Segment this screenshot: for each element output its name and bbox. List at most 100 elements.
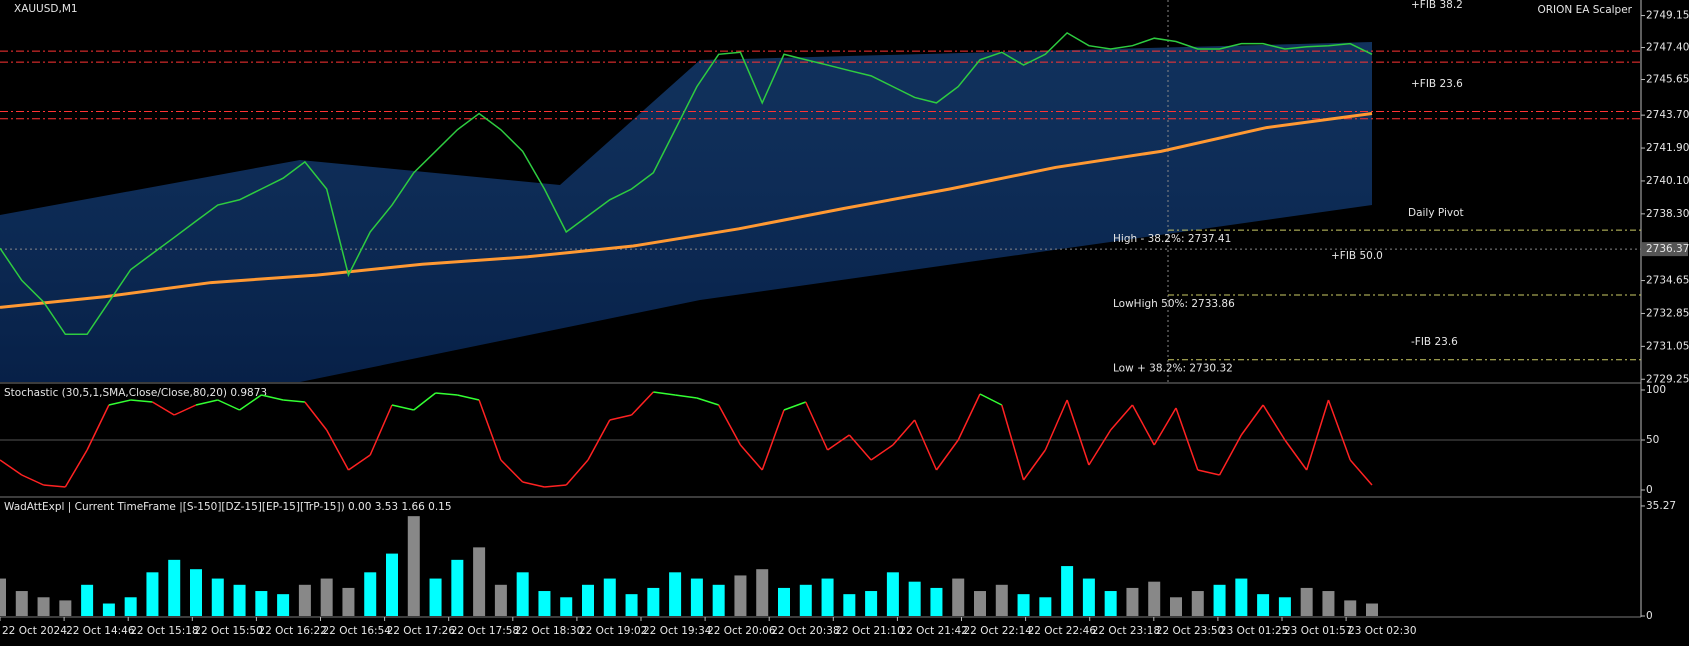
stochastic-segment (478, 399, 502, 461)
stochastic-segment (1001, 404, 1025, 481)
stochastic-segment (1197, 469, 1220, 476)
fib-annotation: +FIB 50.0 (1331, 250, 1383, 262)
stochastic-segment (870, 444, 894, 461)
stochastic-segment (848, 434, 872, 461)
wad-bar (1213, 584, 1226, 616)
wad-bar (233, 584, 246, 616)
wad-bar (1322, 591, 1335, 616)
y-tick-label: 2741.90 (1646, 142, 1689, 154)
wad-bar (603, 578, 616, 616)
stochastic-segment (21, 474, 44, 486)
wad-bar (277, 594, 290, 616)
wad-bar (1344, 600, 1357, 616)
stochastic-segment (631, 391, 654, 416)
fib-label: Low + 38.2%: 2730.32 (1113, 363, 1233, 375)
x-tick-label: 22 Oct 17:58 (451, 625, 519, 637)
wad-bar (669, 572, 682, 616)
wad-bar (473, 547, 486, 616)
x-tick-label: 22 Oct 22:14 (964, 625, 1033, 637)
wad-bar (538, 591, 551, 616)
stochastic-segment (544, 484, 567, 488)
wad-bar (407, 516, 420, 616)
wad-bar (59, 600, 72, 616)
stochastic-segment (718, 404, 742, 446)
wad-bar (146, 572, 159, 616)
stochastic-segment (979, 393, 1003, 406)
fib-annotation: -FIB 23.6 (1411, 336, 1458, 348)
wad-bar (168, 559, 181, 616)
fib-label: High - 38.2%: 2737.41 (1113, 233, 1231, 245)
stochastic-segment (391, 404, 414, 411)
wad-bar (799, 584, 812, 616)
wad-title: WadAttExpl | Current TimeFrame |[S-150][… (4, 501, 452, 513)
stochastic-segment (957, 393, 981, 441)
stochastic-segment (152, 401, 175, 416)
x-tick-label: 22 Oct 19:02 (579, 625, 647, 637)
ma-ribbon (0, 42, 1372, 382)
wad-bar (0, 578, 6, 616)
stochastic-segment (1262, 404, 1286, 441)
y-tick-label: 100 (1646, 384, 1666, 396)
stochastic-segment (609, 414, 632, 421)
wad-bar (1300, 587, 1313, 616)
x-tick-label: 22 Oct 16:54 (323, 625, 392, 637)
stochastic-segment (696, 397, 719, 406)
stochastic-segment (0, 459, 23, 476)
stochastic-segment (1284, 439, 1308, 471)
wad-bar (102, 603, 115, 616)
stochastic-segment (413, 392, 437, 411)
y-tick-label: 2732.85 (1646, 307, 1689, 319)
wad-bar (756, 569, 769, 616)
wad-bar (516, 572, 529, 616)
stochastic-segment (326, 429, 350, 471)
stochastic-segment (1175, 407, 1199, 471)
stochastic-segment (435, 392, 458, 396)
stochastic-segment (827, 434, 850, 451)
y-tick-label: 2749.15 (1646, 10, 1689, 22)
wad-bar (429, 578, 442, 616)
stochastic-segment (1088, 429, 1112, 466)
x-tick-label: 22 Oct 2024 (2, 625, 67, 637)
fib-label: LowHigh 50%: 2733.86 (1113, 298, 1235, 310)
stochastic-segment (587, 419, 611, 461)
wad-bar (298, 584, 311, 616)
y-tick-label: 2743.70 (1646, 109, 1689, 121)
wad-bar (843, 594, 856, 616)
x-tick-label: 22 Oct 20:06 (707, 625, 776, 637)
crosshair-box (1642, 242, 1688, 257)
wad-bar (37, 597, 50, 616)
stochastic-segment (522, 481, 545, 488)
stochastic-segment (1240, 404, 1264, 436)
stochastic-segment (195, 399, 218, 406)
wad-bar (1017, 594, 1030, 616)
stochastic-segment (1110, 404, 1134, 431)
wad-bar (582, 584, 594, 616)
y-tick-label: 0 (1646, 610, 1653, 622)
wad-bar (952, 578, 965, 616)
stochastic-segment (304, 401, 328, 431)
wad-bar (1191, 591, 1204, 616)
stochastic-segment (130, 399, 153, 403)
symbol-title: XAUUSD,M1 (14, 3, 78, 15)
wad-bar (364, 572, 377, 616)
fib-annotation: +FIB 23.6 (1411, 78, 1463, 90)
stochastic-segment (108, 399, 131, 406)
stochastic-segment (565, 459, 589, 486)
wad-bar (1061, 566, 1074, 616)
x-tick-label: 23 Oct 01:57 (1284, 625, 1352, 637)
stochastic-segment (1066, 399, 1090, 466)
wad-bar (124, 597, 137, 616)
wad-bar (1170, 597, 1182, 616)
wad-bar (211, 578, 224, 616)
wad-bar (1039, 597, 1052, 616)
stochastic-segment (1305, 399, 1330, 471)
x-tick-label: 22 Oct 18:30 (515, 625, 583, 637)
x-tick-label: 22 Oct 19:34 (643, 625, 712, 637)
y-tick-label: 2738.30 (1646, 208, 1689, 220)
wad-bar (690, 578, 703, 616)
wad-bar (1366, 603, 1378, 616)
stochastic-segment (43, 484, 66, 488)
wad-bar (1104, 591, 1117, 616)
wad-bar (908, 581, 921, 616)
